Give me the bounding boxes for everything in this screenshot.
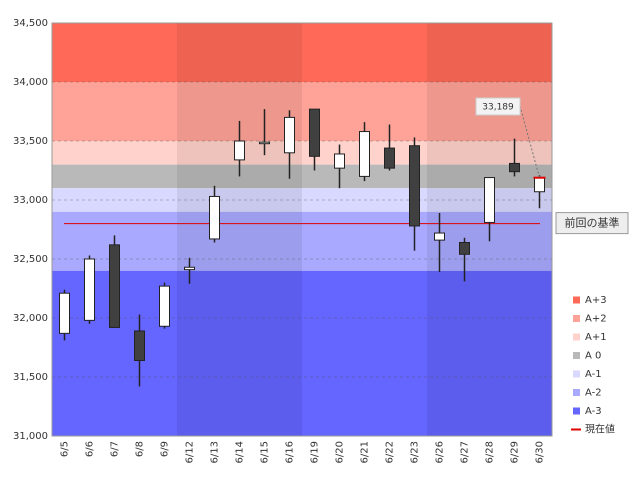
legend-label: 現在値 xyxy=(585,423,615,436)
candle-body xyxy=(159,285,170,327)
annotation-leader xyxy=(519,105,540,178)
x-tick-label: 6/7 xyxy=(110,441,121,457)
x-tick-label: 6/15 xyxy=(260,441,271,463)
candle-body xyxy=(434,232,445,241)
x-tick-label: 6/5 xyxy=(60,441,71,457)
candle-body xyxy=(334,153,345,169)
candle-body xyxy=(234,140,245,161)
band xyxy=(52,23,552,82)
candle-body xyxy=(84,258,95,321)
legend-swatch xyxy=(573,370,580,378)
x-tick-label: 6/23 xyxy=(410,441,421,463)
x-tick-label: 6/9 xyxy=(160,441,171,457)
candle-body xyxy=(109,244,120,328)
x-tick-label: 6/13 xyxy=(210,441,221,463)
band xyxy=(52,82,552,141)
x-tick-label: 6/19 xyxy=(310,441,321,463)
x-tick-label: 6/26 xyxy=(435,441,446,463)
y-tick-label: 32,500 xyxy=(13,254,48,265)
legend-label: A-2 xyxy=(585,388,602,399)
reference-label: 前回の基準 xyxy=(565,216,620,230)
candle-body xyxy=(59,292,70,334)
y-tick-label: 31,500 xyxy=(13,372,48,383)
x-tick-label: 6/28 xyxy=(485,441,496,463)
legend-swatch xyxy=(573,333,580,341)
x-tick-label: 6/29 xyxy=(510,441,521,463)
candle-body xyxy=(484,177,495,223)
legend-label: A+3 xyxy=(585,295,607,306)
legend-label: A+2 xyxy=(585,314,607,325)
legend-label: A+1 xyxy=(585,332,607,343)
band xyxy=(52,164,552,189)
candle-body xyxy=(359,131,370,177)
annotation-box xyxy=(475,97,521,116)
x-tick-label: 6/6 xyxy=(85,441,96,457)
band xyxy=(52,211,552,271)
x-tick-label: 6/16 xyxy=(285,441,296,463)
x-tick-label: 6/22 xyxy=(385,441,396,463)
legend-label: A-3 xyxy=(585,406,602,417)
x-tick-label: 6/20 xyxy=(335,441,346,463)
y-tick-label: 33,000 xyxy=(13,195,48,206)
x-tick-label: 6/21 xyxy=(360,441,371,463)
band xyxy=(52,141,552,165)
x-tick-label: 6/14 xyxy=(235,441,246,463)
x-tick-label: 6/8 xyxy=(135,441,146,457)
y-tick-label: 34,000 xyxy=(13,77,48,88)
candle-body xyxy=(134,330,145,361)
plot-frame xyxy=(51,22,553,437)
reference-label-box xyxy=(555,212,629,235)
legend-swatch xyxy=(573,352,580,359)
candle-body xyxy=(534,177,545,193)
week-shade xyxy=(177,23,302,436)
y-tick-label: 33,500 xyxy=(13,136,48,147)
band xyxy=(52,188,552,212)
x-tick-label: 6/27 xyxy=(460,441,471,463)
legend-label: A-1 xyxy=(585,369,602,380)
legend-swatch xyxy=(573,296,580,304)
candle-body xyxy=(184,266,195,271)
annotation-label: 33,189 xyxy=(482,103,514,113)
candle-body xyxy=(284,116,295,154)
candle-body xyxy=(259,141,270,145)
y-tick-label: 32,000 xyxy=(13,313,48,324)
x-tick-label: 6/12 xyxy=(185,441,196,463)
legend-label: A 0 xyxy=(585,351,601,362)
x-tick-label: 6/30 xyxy=(535,441,546,463)
candle-body xyxy=(509,162,520,173)
candle-body xyxy=(409,145,420,227)
y-tick-label: 31,000 xyxy=(13,431,48,442)
legend-swatch xyxy=(573,389,580,396)
legend-swatch xyxy=(573,315,580,322)
candle-body xyxy=(209,195,220,240)
legend-swatch xyxy=(573,407,580,415)
y-tick-label: 34,500 xyxy=(13,18,48,29)
candle-body xyxy=(384,147,395,169)
candle-body xyxy=(459,241,470,255)
candle-body xyxy=(309,108,320,157)
